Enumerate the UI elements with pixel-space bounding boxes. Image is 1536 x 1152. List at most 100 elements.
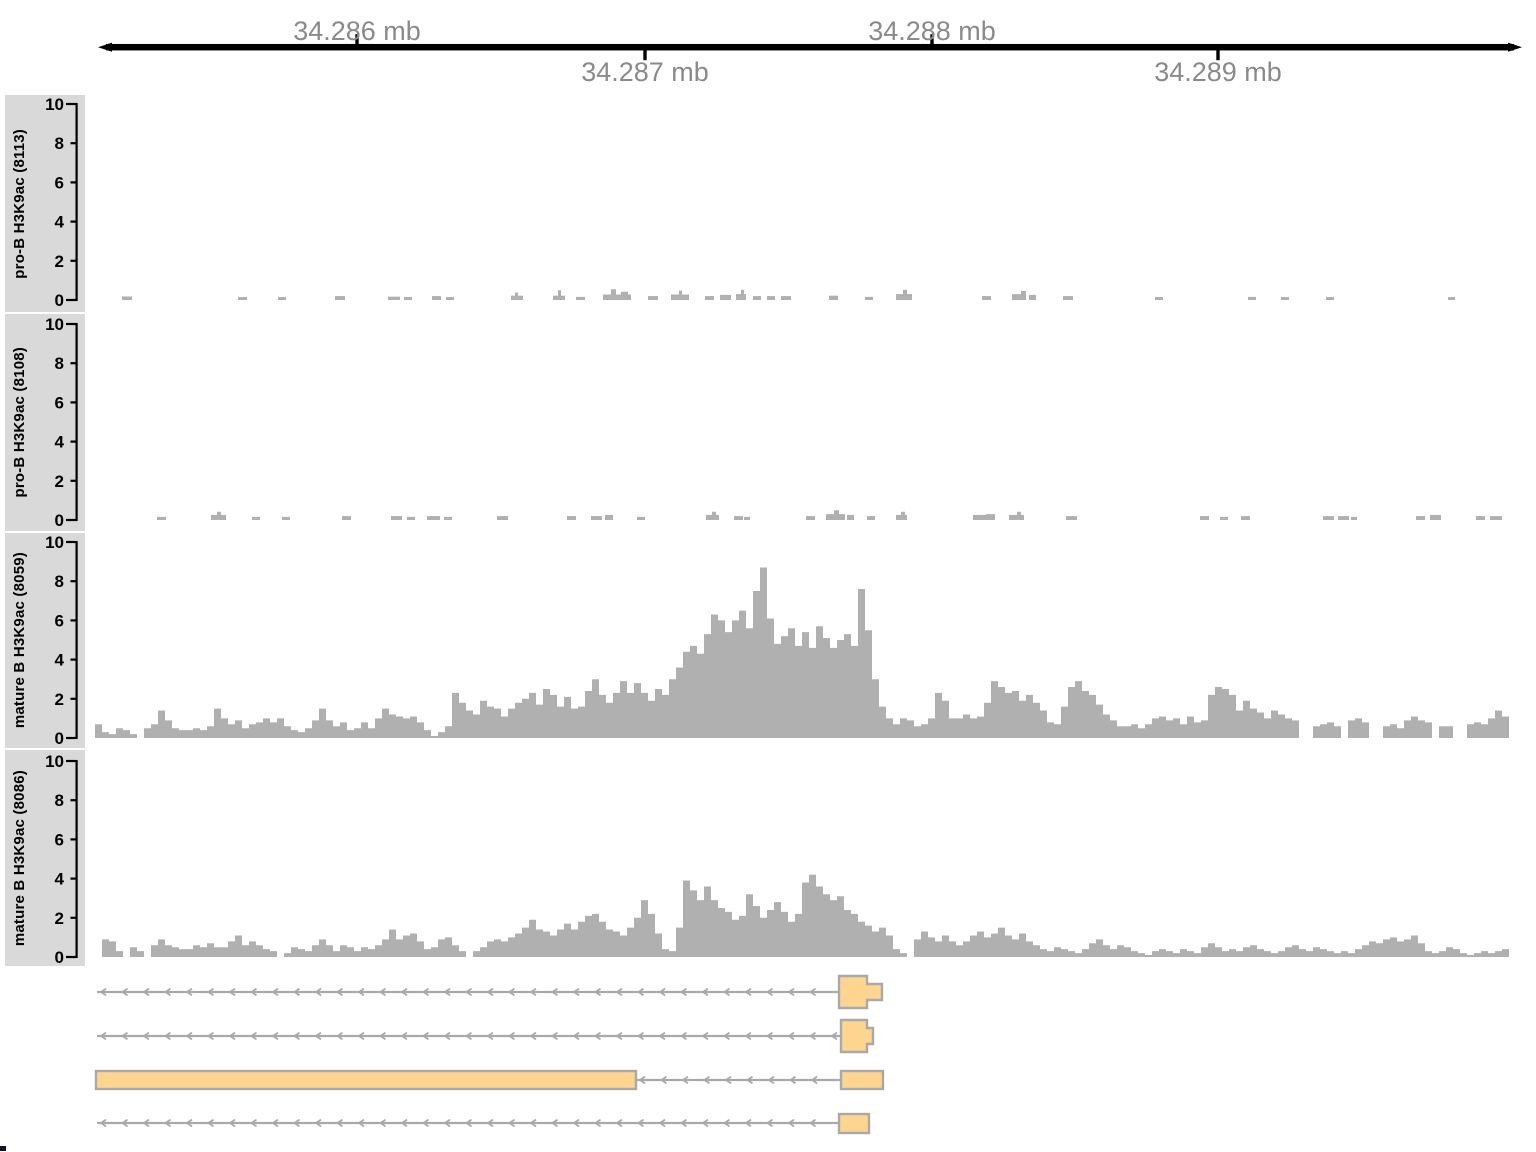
strand-arrow-icon <box>271 1118 279 1128</box>
strand-arrow-icon <box>335 1118 344 1128</box>
exon-box <box>837 1112 871 1135</box>
strand-arrow-icon <box>593 987 602 997</box>
strand-arrow-icon <box>638 1075 646 1085</box>
gene-model-track <box>94 974 885 1135</box>
coverage-bar <box>497 516 508 520</box>
strand-arrow-icon <box>206 987 215 997</box>
y-axis-tick-label: 0 <box>55 291 64 310</box>
strand-arrow-icon <box>120 1031 129 1041</box>
axis-tick <box>355 34 359 46</box>
coverage-histogram <box>122 289 1455 300</box>
coverage-bar <box>648 296 658 300</box>
axis-coordinate-label: 34.287 mb <box>581 57 709 87</box>
y-axis-tick <box>70 259 77 262</box>
y-axis-tick <box>66 322 77 326</box>
y-axis-tick <box>70 440 77 443</box>
strand-arrow-icon <box>787 987 795 997</box>
coverage-bar <box>1220 516 1228 520</box>
coverage-bar <box>1476 516 1485 520</box>
strand-arrow-icon <box>808 1031 817 1041</box>
y-axis-tick <box>66 736 77 740</box>
coverage-bar <box>986 514 995 520</box>
y-axis-tick <box>70 479 77 482</box>
strand-arrow-icon <box>378 1031 387 1041</box>
strand-arrow-icon <box>486 987 494 997</box>
strand-arrow-icon <box>722 987 731 997</box>
coverage-bar <box>432 296 441 300</box>
coverage-bar <box>834 510 839 520</box>
exon-box <box>839 1069 885 1091</box>
coverage-bar <box>576 296 585 300</box>
strand-arrow-icon <box>314 987 322 997</box>
axis-coordinate-label: 34.289 mb <box>1154 57 1282 87</box>
coverage-bar <box>1448 297 1455 300</box>
coverage-bar <box>444 516 452 520</box>
data-track-1: 0 2 4 6 8 10 <box>45 95 1455 310</box>
coverage-bar <box>781 296 791 300</box>
strand-arrow-icon <box>335 987 344 997</box>
strand-arrow-icon <box>787 1118 795 1128</box>
y-axis-tick <box>70 181 77 184</box>
coverage-bar <box>903 289 907 300</box>
coverage-bar <box>558 290 561 300</box>
strand-arrow-icon <box>486 1031 494 1041</box>
y-axis-tick-label: 10 <box>45 315 64 334</box>
strand-arrow-icon <box>464 1118 473 1128</box>
coverage-bar <box>335 296 345 300</box>
axis-tick <box>643 49 647 61</box>
y-axis-line <box>75 760 78 958</box>
strand-arrow-icon <box>615 1031 623 1041</box>
strand-arrow-icon <box>357 1031 365 1041</box>
strand-arrow-icon <box>142 1031 150 1041</box>
strand-arrow-icon <box>228 1118 236 1128</box>
y-axis-tick <box>66 102 77 106</box>
y-axis-tick-label: 8 <box>55 134 64 153</box>
strand-arrow-icon <box>378 987 387 997</box>
strand-arrow-icon <box>292 1031 301 1041</box>
coverage-bar <box>767 296 775 300</box>
strand-arrow-icon <box>314 1031 322 1041</box>
strand-arrow-icon <box>808 987 817 997</box>
strand-arrow-icon <box>421 1031 430 1041</box>
coverage-bar <box>1066 516 1077 520</box>
coverage-bar <box>1351 516 1357 520</box>
transcript-row <box>94 1069 885 1091</box>
y-axis-tick <box>66 540 77 544</box>
strand-arrow-icon <box>810 1075 818 1085</box>
y-axis-tick-label: 4 <box>55 213 65 232</box>
strand-arrow-icon <box>357 987 365 997</box>
strand-arrow-icon <box>163 987 172 997</box>
coverage-bar <box>865 296 873 300</box>
strand-arrow-icon <box>744 1118 752 1128</box>
strand-arrow-icon <box>679 1118 688 1128</box>
y-axis-tick <box>70 877 77 880</box>
y-axis-line <box>75 541 78 739</box>
strand-arrow-icon <box>529 1031 537 1041</box>
strand-arrow-icon <box>744 987 752 997</box>
coverage-bar <box>1063 296 1073 300</box>
strand-arrow-icon <box>615 1118 623 1128</box>
strand-arrow-icon <box>550 1118 559 1128</box>
track-panel-matureB-8086: mature B H3K9ac (8086) <box>5 750 85 966</box>
strand-arrow-icon <box>507 987 516 997</box>
strand-arrow-icon <box>120 987 129 997</box>
strand-arrow-icon <box>357 1118 365 1128</box>
axis-coordinate-label: 34.286 mb <box>293 16 421 46</box>
strand-arrow-icon <box>745 1075 754 1085</box>
y-axis-tick-label: 2 <box>55 690 64 709</box>
coverage-bar <box>603 294 631 300</box>
strand-arrow-icon <box>206 1031 215 1041</box>
strand-arrow-icon <box>767 1075 775 1085</box>
coverage-bar <box>217 511 221 520</box>
strand-arrow-icon <box>421 987 430 997</box>
y-axis-tick-label: 4 <box>55 433 65 452</box>
strand-arrow-icon <box>529 1118 537 1128</box>
y-axis-tick-label: 10 <box>45 95 64 114</box>
strand-arrow-icon <box>659 1075 668 1085</box>
coverage-bar <box>157 516 166 520</box>
strand-arrow-icon <box>572 1031 580 1041</box>
coverage-bar <box>847 514 854 520</box>
track-panel-matureB-8059: mature B H3K9ac (8059) <box>5 533 85 748</box>
